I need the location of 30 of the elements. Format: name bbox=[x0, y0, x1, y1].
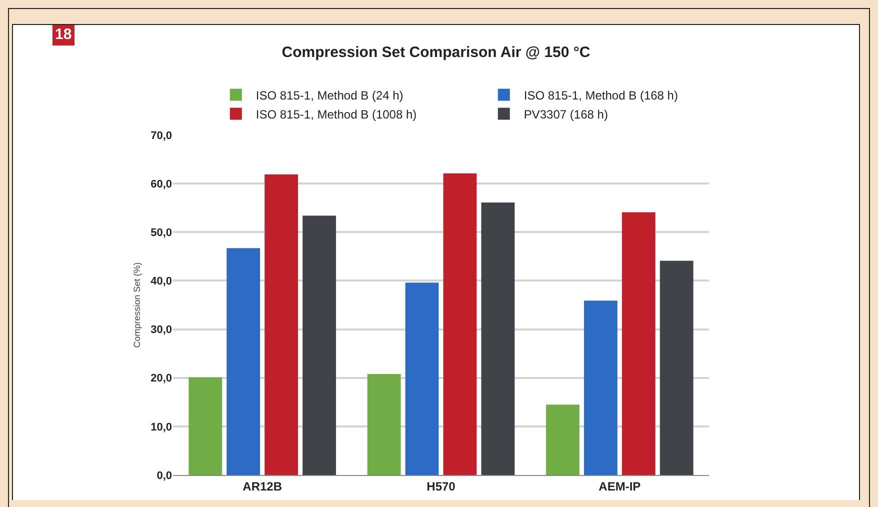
x-tick-label: AR12B bbox=[242, 479, 282, 494]
text: 18 bbox=[55, 26, 72, 43]
bar bbox=[546, 404, 580, 475]
y-tick-label: 50,0 bbox=[150, 226, 172, 239]
legend-label: ISO 815-1, Method B (168 h) bbox=[524, 88, 678, 102]
legend-label: ISO 815-1, Method B (1008 h) bbox=[256, 107, 417, 122]
bar bbox=[367, 374, 401, 475]
y-tick-label: 20,0 bbox=[150, 372, 172, 385]
bar bbox=[443, 173, 477, 475]
y-axis-title: Compression Set (%) bbox=[132, 262, 142, 348]
bar bbox=[660, 260, 694, 475]
legend-label: ISO 815-1, Method B (24 h) bbox=[256, 88, 404, 102]
legend-label: PV3307 (168 h) bbox=[524, 107, 608, 122]
bar bbox=[584, 300, 618, 475]
y-tick-label: 40,0 bbox=[150, 276, 172, 288]
y-tick-label: 30,0 bbox=[150, 324, 172, 336]
bar bbox=[264, 174, 298, 475]
bar bbox=[302, 216, 336, 475]
chart-title: Compression Set Comparison Air @ 150 °C bbox=[282, 44, 590, 61]
bar bbox=[405, 282, 439, 475]
x-tick-label: AEM-IP bbox=[598, 479, 641, 494]
y-tick-label: 70,0 bbox=[150, 130, 172, 142]
bar bbox=[622, 212, 656, 475]
y-tick-label: 60,0 bbox=[150, 178, 172, 190]
x-tick-label: H570 bbox=[426, 479, 456, 494]
bar bbox=[481, 202, 515, 475]
bar bbox=[188, 377, 222, 475]
y-tick-label: 0,0 bbox=[156, 470, 172, 482]
y-tick-label: 10,0 bbox=[150, 421, 172, 434]
bar bbox=[226, 248, 260, 475]
